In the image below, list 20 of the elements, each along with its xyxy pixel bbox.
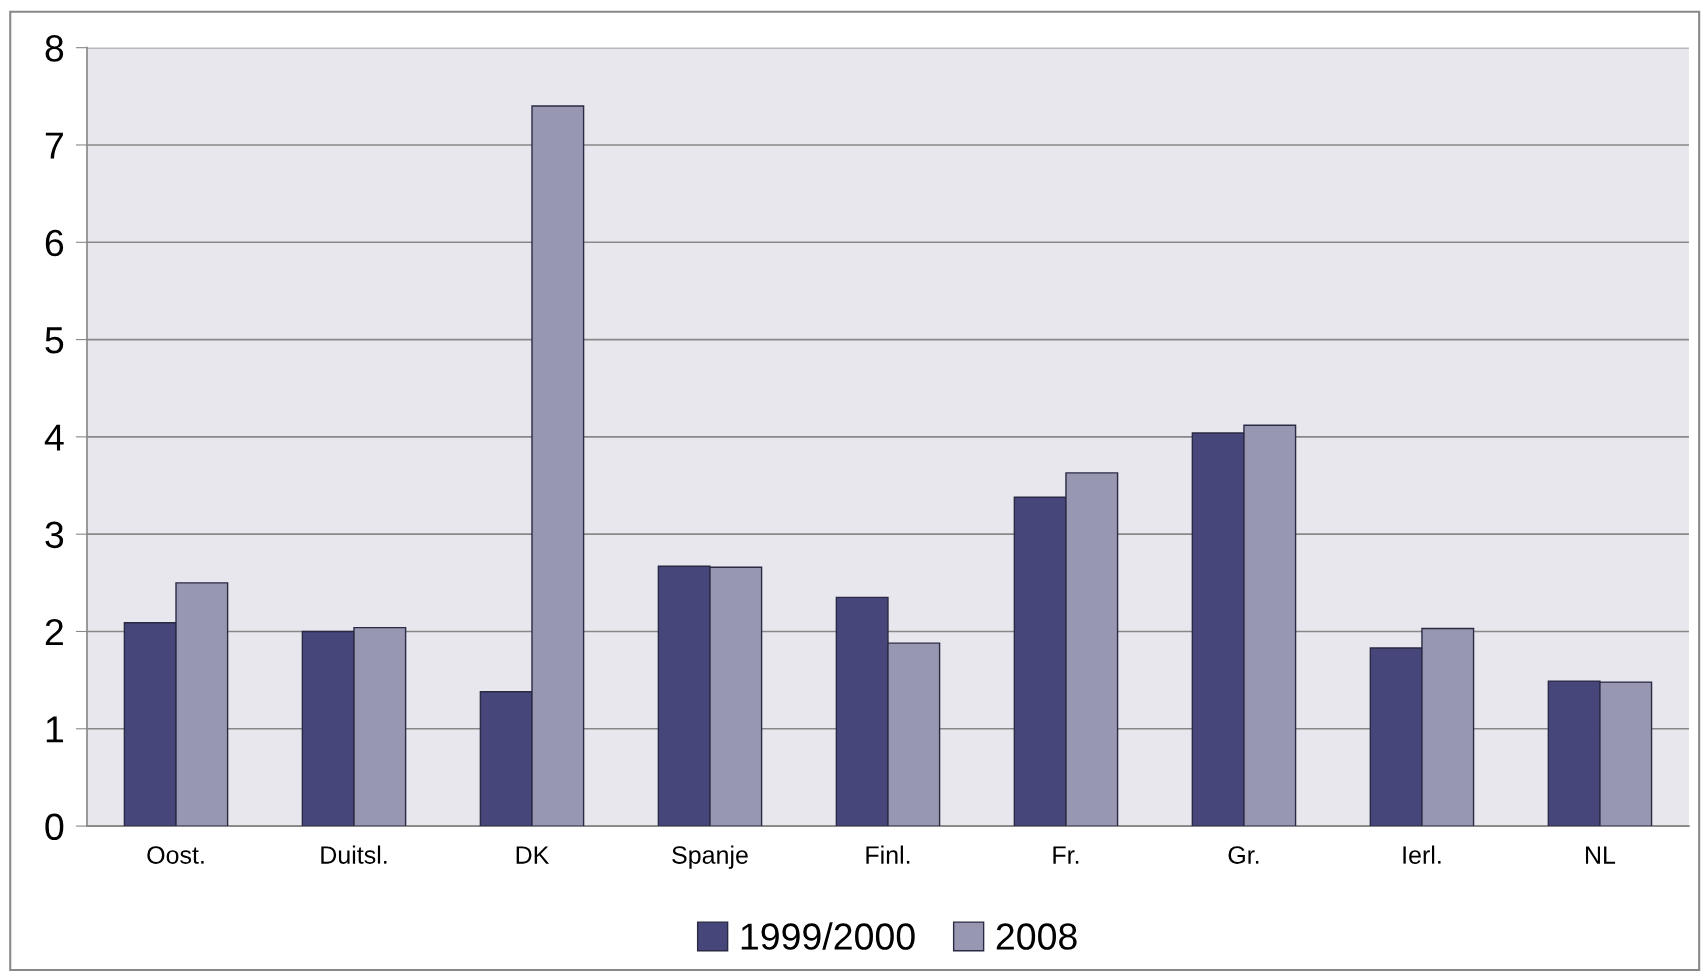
y-tick-label: 6 (45, 229, 64, 257)
x-tick-label: Spanje (672, 845, 748, 869)
x-tick-label: Oost. (147, 846, 204, 864)
y-tick-label: 8 (45, 35, 64, 62)
x-tick-label: Fr. (1053, 846, 1079, 864)
x-tick-label: NL (1586, 846, 1616, 864)
y-tick-label: 5 (45, 327, 64, 354)
y-tick-label: 2 (45, 618, 63, 646)
y-tick-label: 3 (45, 521, 64, 549)
y-tick-label: 4 (44, 424, 64, 451)
x-tick-label: DK (516, 846, 550, 864)
legend-label: 2008 (996, 923, 1077, 950)
x-tick-label: Gr. (1228, 846, 1259, 864)
y-tick-label: 1 (46, 716, 63, 743)
legend-label: 1999/2000 (741, 922, 915, 950)
x-tick-label: Finl. (866, 845, 910, 864)
y-tick-label: 0 (45, 813, 64, 841)
x-tick-label: Duitsl. (321, 845, 387, 864)
x-tick-label: Ierl. (1403, 845, 1441, 864)
y-tick-label: 7 (45, 132, 63, 159)
